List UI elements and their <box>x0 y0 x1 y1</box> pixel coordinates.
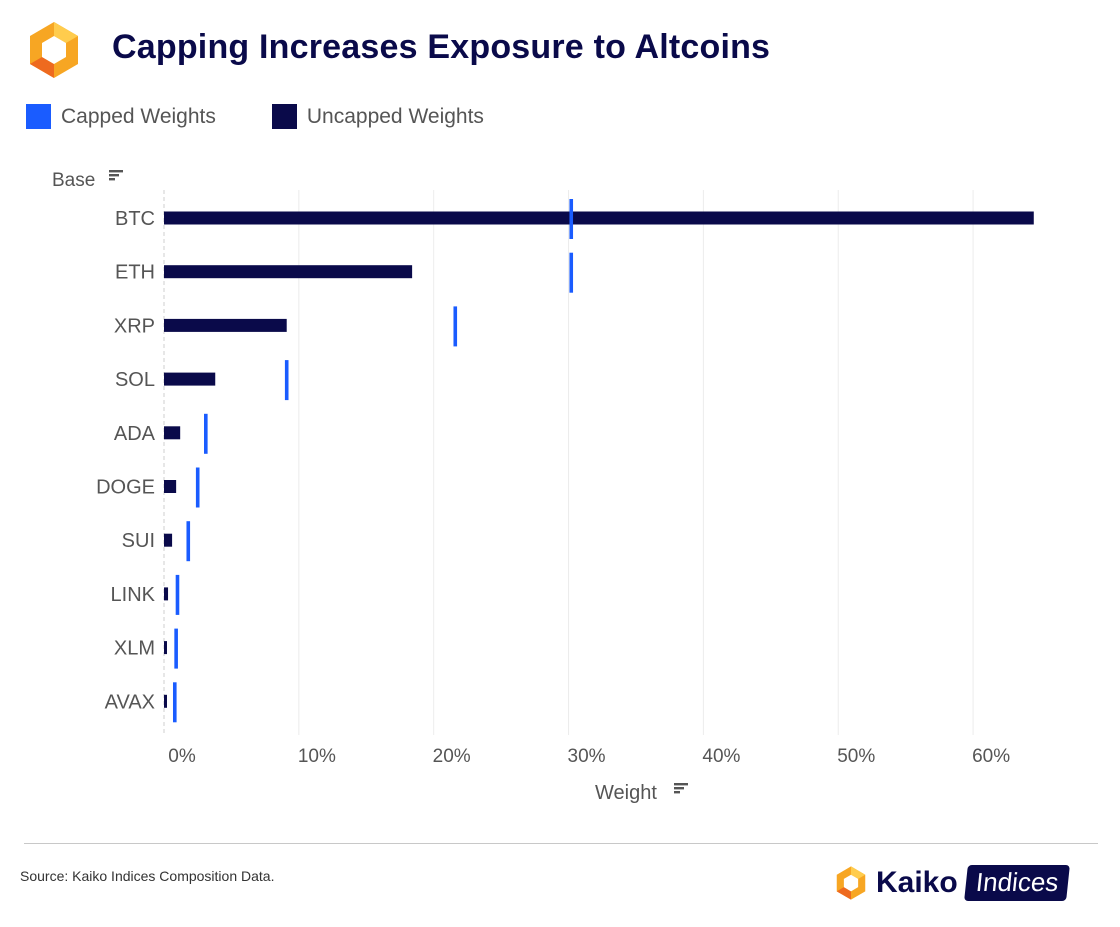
x-tick-label-10: 10% <box>298 746 336 767</box>
tick-capped-btc <box>569 199 574 239</box>
brand-mark: Kaiko Indices <box>832 864 1070 902</box>
tick-capped-ada <box>204 413 208 454</box>
bar-uncapped-btc <box>164 211 1034 225</box>
y-tick-label-xlm: XLM <box>114 638 155 660</box>
tick-capped-sol <box>284 360 289 401</box>
legend-label-capped: Capped Weights <box>61 104 216 128</box>
x-tick-label-60: 60% <box>972 746 1010 767</box>
y-tick-label-xrp: XRP <box>114 315 155 337</box>
tick-capped-link <box>175 574 180 615</box>
bar-uncapped-xrp <box>164 318 287 332</box>
bar-uncapped-xlm <box>164 641 167 655</box>
x-tick-label-50: 50% <box>837 746 875 767</box>
y-tick-label-avax: AVAX <box>105 691 155 713</box>
y-tick-label-doge: DOGE <box>96 477 155 499</box>
y-axis-sort-icon[interactable] <box>109 170 123 181</box>
bar-uncapped-link <box>164 587 169 601</box>
x-tick-label-20: 20% <box>433 746 471 767</box>
legend-swatch-uncapped <box>271 104 297 129</box>
kaiko-brand-icon <box>836 866 866 900</box>
brand-name: Kaiko <box>876 866 958 899</box>
legend-label-uncapped: Uncapped Weights <box>306 104 484 128</box>
bar-chart: 0% 10% 20% 30% 40% 50% 60% Base Weight BTC ETH XRP S… <box>52 170 1034 804</box>
tick-capped-doge <box>195 467 200 508</box>
x-axis-title: Weight <box>595 782 657 804</box>
bar-uncapped-sui <box>164 533 173 547</box>
x-tick-label-30: 30% <box>568 746 606 767</box>
legend-item-capped[interactable]: Capped Weights <box>26 104 216 129</box>
tick-capped-sui <box>186 521 191 562</box>
tick-capped-avax <box>172 682 177 723</box>
bar-uncapped-doge <box>164 480 177 493</box>
y-tick-label-ada: ADA <box>114 423 156 445</box>
bar-uncapped-avax <box>164 694 167 708</box>
source-note: Source: Kaiko Indices Composition Data. <box>20 868 275 884</box>
chart-title: Capping Increases Exposure to Altcoins <box>112 28 771 66</box>
tick-capped-eth <box>569 252 574 293</box>
bar-uncapped-ada <box>164 426 181 440</box>
kaiko-logo-icon <box>30 22 78 78</box>
y-tick-label-sol: SOL <box>115 369 155 391</box>
footer-divider <box>24 843 1098 844</box>
y-tick-label-btc: BTC <box>115 208 155 230</box>
bar-uncapped-sol <box>164 372 216 386</box>
legend: Capped Weights Uncapped Weights <box>26 104 540 129</box>
legend-swatch-capped <box>26 104 51 129</box>
y-tick-label-link: LINK <box>111 584 156 606</box>
tick-capped-xlm <box>174 628 178 669</box>
x-tick-label-40: 40% <box>702 746 740 767</box>
tick-capped-xrp <box>453 306 458 347</box>
brand-badge: Indices <box>963 865 1070 901</box>
y-axis-title: Base <box>52 170 95 191</box>
x-axis-sort-icon[interactable] <box>674 783 688 794</box>
x-tick-label-0: 0% <box>168 746 196 767</box>
y-tick-label-sui: SUI <box>122 530 155 552</box>
legend-item-uncapped[interactable]: Uncapped Weights <box>271 104 484 129</box>
y-tick-label-eth: ETH <box>115 262 155 284</box>
bar-uncapped-eth <box>164 265 413 279</box>
